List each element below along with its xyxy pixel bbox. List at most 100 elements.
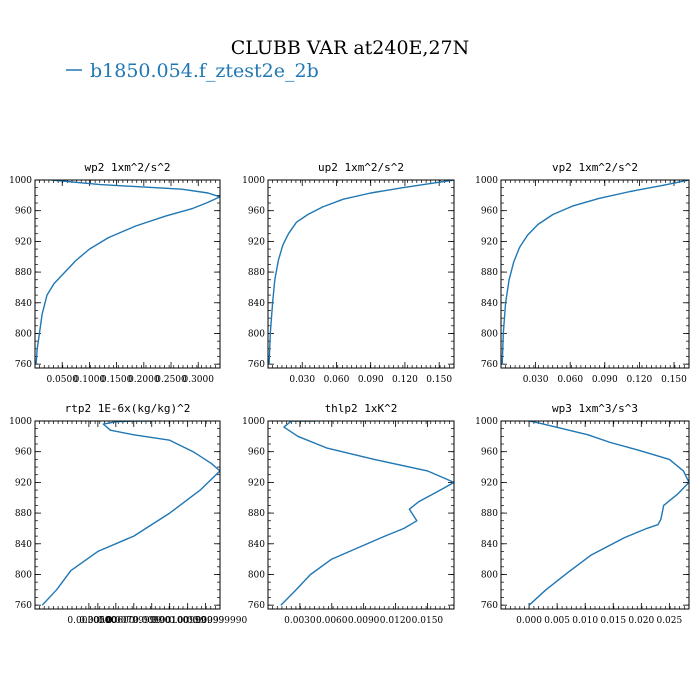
x-tick-label: 0.000 bbox=[516, 616, 542, 626]
panel-title: thlp2 1xK^2 bbox=[325, 402, 398, 415]
y-tick-label: 760 bbox=[481, 360, 498, 370]
x-tick-label: 0.1500 bbox=[101, 375, 133, 385]
panel-1: wp2 1xm^2/s^2 760 800 840 880 920 960 1000 0.050… bbox=[9, 161, 221, 385]
x-tick-label: 0.0120 bbox=[380, 616, 412, 626]
y-tick-label: 840 bbox=[481, 540, 498, 550]
x-tick-label: 0.0030 bbox=[284, 616, 316, 626]
y-tick-label: 800 bbox=[481, 570, 498, 580]
x-tick-label: 0.030 bbox=[289, 375, 315, 385]
y-tick-label: 880 bbox=[15, 268, 32, 278]
x-tick-label: 0.0060 bbox=[316, 616, 348, 626]
panel-title: wp3 1xm^3/s^3 bbox=[552, 402, 638, 415]
x-tick-label: 0.2000 bbox=[128, 375, 160, 385]
panel-6: wp3 1xm^3/s^3 760 800 840 880 920 960 1000 0.000… bbox=[475, 402, 690, 626]
series-line-1 bbox=[35, 180, 220, 365]
y-tick-label: 1000 bbox=[242, 176, 265, 186]
y-tick-label: 1000 bbox=[242, 417, 265, 427]
x-tick-label: 0.150 bbox=[661, 375, 687, 385]
y-tick-label: 760 bbox=[481, 601, 498, 611]
x-tick-label: 0.090 bbox=[592, 375, 618, 385]
plot-frame bbox=[500, 179, 690, 369]
y-tick-label: 880 bbox=[248, 509, 265, 519]
y-tick-label: 800 bbox=[15, 570, 32, 580]
y-tick-label: 1000 bbox=[475, 417, 498, 427]
legend: b1850.054.f_ztest2e_2b bbox=[66, 60, 319, 82]
series-line-1 bbox=[280, 421, 454, 606]
y-tick-label: 880 bbox=[15, 509, 32, 519]
x-tick-label: 0.015 bbox=[600, 616, 626, 626]
x-tick-label: 0.3000 bbox=[182, 375, 214, 385]
y-tick-label: 760 bbox=[15, 360, 32, 370]
y-tick-label: 800 bbox=[248, 329, 265, 339]
y-tick-label: 960 bbox=[481, 207, 498, 217]
x-tick-label: 0.00500 bbox=[79, 616, 116, 626]
x-tick-label: 0.025 bbox=[656, 616, 682, 626]
y-tick-label: 840 bbox=[15, 299, 32, 309]
series-line-1 bbox=[501, 180, 689, 365]
plot-frame bbox=[34, 420, 221, 610]
y-tick-label: 880 bbox=[481, 509, 498, 519]
x-tick-label: 0.120 bbox=[392, 375, 418, 385]
x-tick-label: 0.00100 bbox=[151, 616, 188, 626]
x-tick-label: 0.060 bbox=[557, 375, 583, 385]
x-tick-label: 0.120 bbox=[627, 375, 653, 385]
figure-title: CLUBB VAR at240E,27N bbox=[231, 37, 470, 59]
series-line-1 bbox=[268, 180, 454, 365]
legend-label: b1850.054.f_ztest2e_2b bbox=[90, 60, 319, 82]
panel-2: up2 1xm^2/s^2 760 800 840 880 920 960 1000 0.030… bbox=[242, 161, 455, 385]
y-tick-label: 1000 bbox=[475, 176, 498, 186]
panel-title: vp2 1xm^2/s^2 bbox=[552, 161, 638, 174]
y-tick-label: 760 bbox=[248, 360, 265, 370]
y-tick-label: 920 bbox=[248, 478, 265, 488]
x-tick-label: 0.060 bbox=[324, 375, 350, 385]
x-tick-label: 0.00999 bbox=[187, 616, 224, 626]
y-tick-label: 920 bbox=[15, 237, 32, 247]
y-tick-label: 840 bbox=[248, 299, 265, 309]
x-tick-label: 0.003000 bbox=[67, 616, 110, 626]
panel-3: vp2 1xm^2/s^2 760 800 840 880 920 960 1000 0.030… bbox=[475, 161, 690, 385]
plot-frame bbox=[267, 420, 455, 610]
x-tick-label: 0.00990 bbox=[133, 616, 170, 626]
series-line-1 bbox=[528, 421, 689, 606]
x-tick-label: 0.090 bbox=[358, 375, 384, 385]
plot-frame bbox=[267, 179, 455, 369]
y-tick-label: 960 bbox=[248, 207, 265, 217]
x-tick-label: 0.030 bbox=[523, 375, 549, 385]
y-tick-label: 800 bbox=[15, 329, 32, 339]
y-tick-label: 840 bbox=[481, 299, 498, 309]
x-tick-label: 0.2500 bbox=[155, 375, 187, 385]
x-tick-label: 0.010 bbox=[572, 616, 598, 626]
y-tick-label: 760 bbox=[15, 601, 32, 611]
y-tick-label: 960 bbox=[15, 448, 32, 458]
plot-frame bbox=[500, 420, 690, 610]
y-tick-label: 920 bbox=[481, 478, 498, 488]
x-tick-label: 0.00999 bbox=[169, 616, 206, 626]
panel-4: rtp2 1E-6x(kg/kg)^2 760 800 840 880 920 960 100… bbox=[9, 402, 247, 626]
y-tick-label: 920 bbox=[15, 478, 32, 488]
plot-frame bbox=[34, 179, 221, 369]
y-tick-label: 800 bbox=[248, 570, 265, 580]
y-tick-label: 800 bbox=[481, 329, 498, 339]
y-tick-label: 960 bbox=[248, 448, 265, 458]
x-tick-label: 0.020 bbox=[628, 616, 654, 626]
y-tick-label: 960 bbox=[481, 448, 498, 458]
y-tick-label: 960 bbox=[15, 207, 32, 217]
y-tick-label: 840 bbox=[248, 540, 265, 550]
x-tick-label: 0.150 bbox=[426, 375, 452, 385]
y-tick-label: 760 bbox=[248, 601, 265, 611]
x-tick-label: 0.0500 bbox=[46, 375, 78, 385]
y-tick-label: 1000 bbox=[9, 417, 32, 427]
x-tick-label: 0.0090 bbox=[348, 616, 380, 626]
x-tick-label: 0.1000 bbox=[74, 375, 106, 385]
x-tick-label: 0.00999990 bbox=[193, 616, 248, 626]
x-tick-label: 0.00799999 bbox=[107, 616, 162, 626]
panel-title: up2 1xm^2/s^2 bbox=[318, 161, 404, 174]
y-tick-label: 920 bbox=[481, 237, 498, 247]
y-tick-label: 840 bbox=[15, 540, 32, 550]
y-tick-label: 920 bbox=[248, 237, 265, 247]
x-tick-label: 0.005 bbox=[544, 616, 570, 626]
y-tick-label: 880 bbox=[248, 268, 265, 278]
panels: wp2 1xm^2/s^2 760 800 840 880 920 960 1000 0.050… bbox=[9, 161, 690, 626]
